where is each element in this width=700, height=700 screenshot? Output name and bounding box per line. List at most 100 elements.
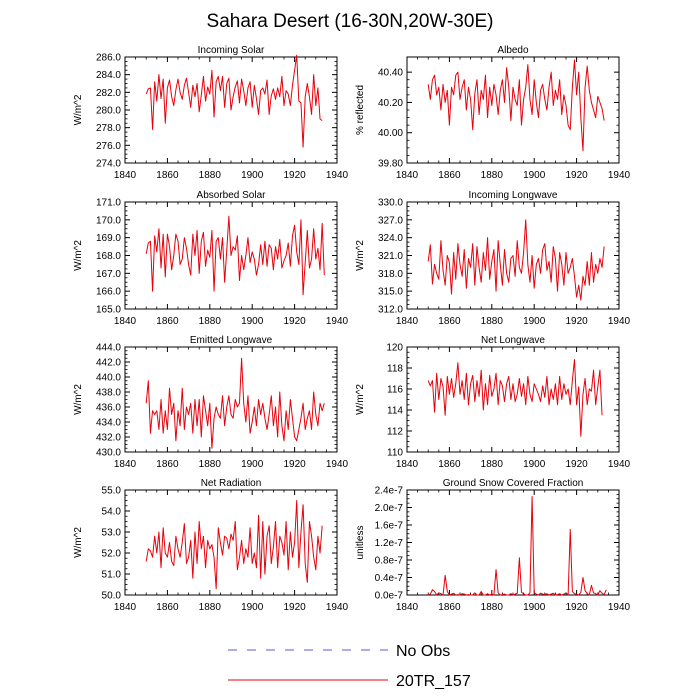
x-tick-label: 1860 [156, 316, 179, 327]
panel-title: Emitted Longwave [190, 335, 273, 346]
y-tick-label: 430.0 [96, 448, 121, 459]
panel-title: Absorbed Solar [197, 190, 267, 201]
x-tick-label: 1900 [523, 602, 546, 613]
y-tick-label: 54.0 [102, 507, 122, 518]
y-tick-label: 169.0 [96, 233, 121, 244]
x-tick-label: 1940 [326, 316, 349, 327]
panel-albedo: Albedo % reflected 39.80 40.00 40.20 40.40 184… [355, 45, 631, 181]
y-tick-label: 167.0 [96, 269, 121, 280]
y-tick-label: 327.0 [378, 215, 403, 226]
x-tick-label: 1880 [199, 170, 222, 181]
y-tick-label: 324.0 [378, 233, 403, 244]
x-tick-label: 1940 [608, 170, 631, 181]
plot-frame [124, 346, 338, 453]
series-line-net-longwave [427, 359, 603, 437]
y-tick-label: 112 [387, 427, 403, 438]
y-tick-label: 51.0 [102, 570, 122, 581]
plot-frame [406, 489, 620, 596]
y-tick-label: 330.0 [378, 198, 403, 209]
series-line-emitted-longwave [145, 357, 325, 449]
panel-net-longwave: Net Longwave W/m^2 110 112 114 116 118 120 1840 1… [355, 335, 631, 470]
x-tick-label: 1920 [283, 602, 306, 613]
panel-title: Incoming Longwave [469, 190, 558, 201]
y-tick-label: 1.6e-7 [375, 521, 404, 532]
y-tick-label: 432.0 [96, 433, 121, 444]
panel-title: Ground Snow Covered Fraction [443, 478, 584, 489]
x-tick-label: 1900 [523, 170, 546, 181]
plot-frame [124, 489, 338, 596]
x-tick-label: 1920 [283, 316, 306, 327]
y-tick-label: 114 [387, 406, 403, 417]
x-tick-label: 1880 [481, 170, 504, 181]
y-tick-label: 40.00 [378, 128, 403, 139]
y-axis-label: unitless [355, 526, 366, 560]
x-tick-label: 1860 [438, 316, 461, 327]
panel-net-radiation: Net Radiation W/m^2 50.0 51.0 52.0 53.0 54.0 55… [73, 478, 349, 613]
panel-title: Net Longwave [481, 335, 545, 346]
y-tick-label: 165.0 [96, 305, 121, 316]
x-tick-label: 1920 [283, 459, 306, 470]
y-tick-label: 436.0 [96, 403, 121, 414]
x-tick-label: 1860 [156, 602, 179, 613]
y-tick-label: 120 [386, 343, 403, 354]
x-tick-label: 1940 [326, 170, 349, 181]
panel-title: Net Radiation [201, 478, 262, 489]
y-tick-label: 312.0 [378, 305, 403, 316]
y-tick-label: 282.0 [96, 88, 121, 99]
y-axis-label: W/m^2 [73, 384, 84, 415]
y-tick-label: 39.80 [378, 159, 403, 170]
y-axis-label: W/m^2 [355, 240, 366, 271]
y-tick-label: 118 [387, 364, 403, 375]
panel-incoming-longwave: Incoming Longwave W/m^2 312.0 315.0 318.0 321… [355, 190, 631, 327]
x-tick-label: 1860 [438, 170, 461, 181]
y-tick-label: 0.4e-7 [375, 573, 404, 584]
y-axis-label: % reflected [355, 85, 366, 135]
y-tick-label: 1.2e-7 [375, 538, 404, 549]
y-axis-label: W/m^2 [73, 94, 84, 125]
y-tick-label: 40.40 [378, 68, 403, 79]
y-tick-label: 53.0 [102, 528, 122, 539]
y-tick-label: 280.0 [96, 106, 121, 117]
y-tick-label: 434.0 [96, 418, 121, 429]
panels: Incoming Solar W/m^2 274.0 276.0 278.0 280.0 2… [73, 45, 631, 613]
x-tick-label: 1940 [608, 316, 631, 327]
series-line-incoming-solar [145, 54, 323, 148]
legend-label-20tr-157: 20TR_157 [396, 673, 471, 690]
x-tick-label: 1940 [326, 602, 349, 613]
x-tick-label: 1860 [438, 459, 461, 470]
series-line-albedo [427, 59, 605, 152]
x-tick-label: 1900 [523, 459, 546, 470]
y-axis-label: W/m^2 [73, 527, 84, 558]
x-tick-label: 1920 [565, 602, 588, 613]
x-tick-label: 1940 [326, 459, 349, 470]
x-tick-label: 1880 [481, 316, 504, 327]
x-tick-label: 1940 [608, 602, 631, 613]
x-tick-label: 1840 [114, 170, 137, 181]
series-line-ground-snow-covered-fraction [428, 496, 607, 596]
x-tick-label: 1900 [241, 316, 264, 327]
y-tick-label: 0.8e-7 [375, 556, 404, 567]
y-axis-label: W/m^2 [355, 384, 366, 415]
panel-incoming-solar: Incoming Solar W/m^2 274.0 276.0 278.0 280.0 2… [73, 45, 349, 181]
series-line-absorbed-solar [145, 215, 325, 296]
x-tick-label: 1840 [396, 602, 419, 613]
series-line-incoming-longwave [427, 219, 605, 301]
panel-title: Incoming Solar [198, 45, 265, 56]
y-tick-label: 52.0 [102, 549, 122, 560]
y-tick-label: 284.0 [96, 70, 121, 81]
y-tick-label: 50.0 [102, 591, 122, 602]
y-tick-label: 55.0 [102, 486, 122, 497]
panel-absorbed-solar: Absorbed Solar W/m^2 165.0 166.0 167.0 168.0 1… [73, 190, 349, 327]
y-tick-label: 168.0 [96, 251, 121, 262]
x-tick-label: 1840 [114, 316, 137, 327]
y-tick-label: 166.0 [96, 287, 121, 298]
x-tick-label: 1840 [396, 170, 419, 181]
y-tick-label: 315.0 [378, 287, 403, 298]
x-tick-label: 1840 [114, 459, 137, 470]
y-tick-label: 110 [387, 448, 403, 459]
y-tick-label: 444.0 [96, 343, 121, 354]
legend-label-no-obs: No Obs [396, 643, 450, 660]
x-tick-label: 1920 [565, 459, 588, 470]
x-tick-label: 1860 [156, 170, 179, 181]
